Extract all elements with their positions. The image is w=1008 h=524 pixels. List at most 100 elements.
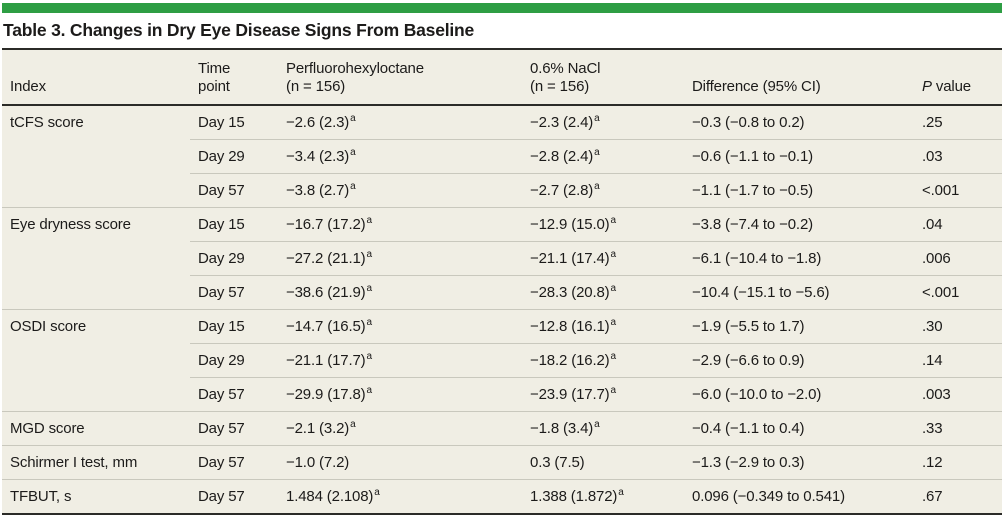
perfluorohexyloctane-cell: −21.1 (17.7)a <box>278 343 522 378</box>
difference-cell: −6.1 (−10.4 to −1.8) <box>684 241 914 276</box>
footnote-marker: a <box>610 283 617 294</box>
difference-cell: −10.4 (−15.1 to −5.6) <box>684 275 914 310</box>
footnote-marker: a <box>610 317 617 328</box>
index-cell: TFBUT, s <box>2 479 190 514</box>
table-row: Schirmer I test, mm Day 57 −1.0 (7.2) 0.3 (… <box>2 445 1002 480</box>
footnote-marker: a <box>366 317 373 328</box>
footnote-marker: a <box>350 113 356 124</box>
index-cell: tCFS score <box>2 104 190 208</box>
perfluorohexyloctane-cell: −2.1 (3.2)a <box>278 411 522 446</box>
perfluorohexyloctane-cell: −16.7 (17.2)a <box>278 207 522 242</box>
footnote-marker: a <box>350 181 356 192</box>
perfluorohexyloctane-cell: −14.7 (16.5)a <box>278 309 522 344</box>
footnote-marker: a <box>610 351 617 362</box>
p-value-cell: <.001 <box>914 173 1002 208</box>
table-body: tCFS score Day 15 −2.6 (2.3)a −2.3 (2.4)a −0… <box>2 104 1002 514</box>
nacl-cell: −28.3 (20.8)a <box>522 275 684 310</box>
table-row: Day 57 −3.8 (2.7)a −2.7 (2.8)a −1.1 (−1.7 t… <box>2 173 1002 208</box>
nacl-cell: −1.8 (3.4)a <box>522 411 684 446</box>
column-header-nacl: 0.6% NaCl (n = 156) <box>522 49 684 106</box>
nacl-cell: −23.9 (17.7)a <box>522 377 684 412</box>
footnote-marker: a <box>366 385 373 396</box>
difference-cell: −2.9 (−6.6 to 0.9) <box>684 343 914 378</box>
footnote-marker: a <box>594 419 600 430</box>
p-value-cell: .12 <box>914 445 1002 480</box>
perfluorohexyloctane-cell: −38.6 (21.9)a <box>278 275 522 310</box>
p-value-cell: .006 <box>914 241 1002 276</box>
nacl-cell: −12.9 (15.0)a <box>522 207 684 242</box>
column-header-pfho: Perfluorohexyloctane (n = 156) <box>278 49 522 106</box>
time-point-cell: Day 29 <box>190 241 278 276</box>
footnote-marker: a <box>610 215 617 226</box>
difference-cell: −6.0 (−10.0 to −2.0) <box>684 377 914 412</box>
p-value-cell: .33 <box>914 411 1002 446</box>
difference-cell: −0.3 (−0.8 to 0.2) <box>684 104 914 140</box>
time-point-cell: Day 15 <box>190 104 278 140</box>
time-point-cell: Day 29 <box>190 139 278 174</box>
perfluorohexyloctane-cell: −29.9 (17.8)a <box>278 377 522 412</box>
index-cell: Eye dryness score <box>2 207 190 310</box>
table-row: tCFS score Day 15 −2.6 (2.3)a −2.3 (2.4)a −0… <box>2 104 1002 208</box>
p-value-cell: .30 <box>914 309 1002 344</box>
nacl-cell: −2.7 (2.8)a <box>522 173 684 208</box>
difference-cell: −3.8 (−7.4 to −0.2) <box>684 207 914 242</box>
table-row: Day 29 −3.4 (2.3)a −2.8 (2.4)a −0.6 (−1.1 t… <box>2 139 1002 174</box>
time-point-cell: Day 57 <box>190 445 278 480</box>
time-point-cell: Day 29 <box>190 343 278 378</box>
time-point-cell: Day 57 <box>190 377 278 412</box>
difference-cell: −1.1 (−1.7 to −0.5) <box>684 173 914 208</box>
table-row: OSDI score Day 15 −14.7 (16.5)a −12.8 (16.1… <box>2 309 1002 412</box>
table-row: MGD score Day 57 −2.1 (3.2)a −1.8 (3.4)a −0.… <box>2 411 1002 446</box>
column-header-diff: Difference (95% CI) <box>684 49 914 106</box>
header-row: Index Time point Perfluorohexyloctane (n = 1… <box>2 49 1002 106</box>
time-point-cell: Day 57 <box>190 173 278 208</box>
nacl-cell: 1.388 (1.872)a <box>522 479 684 514</box>
p-value-cell: <.001 <box>914 275 1002 310</box>
nacl-cell: 0.3 (7.5) <box>522 445 684 480</box>
time-point-cell: Day 57 <box>190 411 278 446</box>
nacl-cell: −2.8 (2.4)a <box>522 139 684 174</box>
nacl-cell: −12.8 (16.1)a <box>522 309 684 344</box>
footnote-marker: a <box>350 147 356 158</box>
table-row: Day 57 −29.9 (17.8)a −23.9 (17.7)a −6.0 (−1… <box>2 377 1002 412</box>
data-table: Index Time point Perfluorohexyloctane (n = 1… <box>2 48 1002 515</box>
footnote-marker: a <box>610 385 617 396</box>
time-point-cell: Day 15 <box>190 309 278 344</box>
p-value-cell: .04 <box>914 207 1002 242</box>
nacl-cell: −2.3 (2.4)a <box>522 104 684 140</box>
difference-cell: −1.3 (−2.9 to 0.3) <box>684 445 914 480</box>
perfluorohexyloctane-cell: −3.4 (2.3)a <box>278 139 522 174</box>
table-row: Day 57 −38.6 (21.9)a −28.3 (20.8)a −10.4 (−… <box>2 275 1002 310</box>
difference-cell: −0.4 (−1.1 to 0.4) <box>684 411 914 446</box>
perfluorohexyloctane-cell: −3.8 (2.7)a <box>278 173 522 208</box>
difference-cell: −0.6 (−1.1 to −0.1) <box>684 139 914 174</box>
p-value-cell: .25 <box>914 104 1002 140</box>
difference-cell: 0.096 (−0.349 to 0.541) <box>684 479 914 514</box>
p-value-cell: .03 <box>914 139 1002 174</box>
difference-cell: −1.9 (−5.5 to 1.7) <box>684 309 914 344</box>
footnote-marker: a <box>366 249 373 260</box>
nacl-cell: −18.2 (16.2)a <box>522 343 684 378</box>
accent-bar <box>2 3 1002 13</box>
column-header-p: P value <box>914 49 1002 106</box>
index-cell: Schirmer I test, mm <box>2 445 190 480</box>
time-point-cell: Day 57 <box>190 479 278 514</box>
table-row: Eye dryness score Day 15 −16.7 (17.2)a −12.… <box>2 207 1002 310</box>
p-value-cell: .14 <box>914 343 1002 378</box>
p-value-cell: .003 <box>914 377 1002 412</box>
footnote-marker: a <box>366 283 373 294</box>
footnote-marker: a <box>366 351 373 362</box>
p-value-cell: .67 <box>914 479 1002 514</box>
time-point-cell: Day 57 <box>190 275 278 310</box>
footnote-marker: a <box>610 249 617 260</box>
column-header-time: Time point <box>190 49 278 106</box>
footnote-marker: a <box>594 147 600 158</box>
footnote-marker: a <box>618 487 624 498</box>
table-title: Table 3. Changes in Dry Eye Disease Sign… <box>3 20 475 40</box>
footnote-marker: a <box>366 215 373 226</box>
column-header-index: Index <box>2 49 190 106</box>
footnote-marker: a <box>374 487 380 498</box>
perfluorohexyloctane-cell: −27.2 (21.1)a <box>278 241 522 276</box>
perfluorohexyloctane-cell: 1.484 (2.108)a <box>278 479 522 514</box>
